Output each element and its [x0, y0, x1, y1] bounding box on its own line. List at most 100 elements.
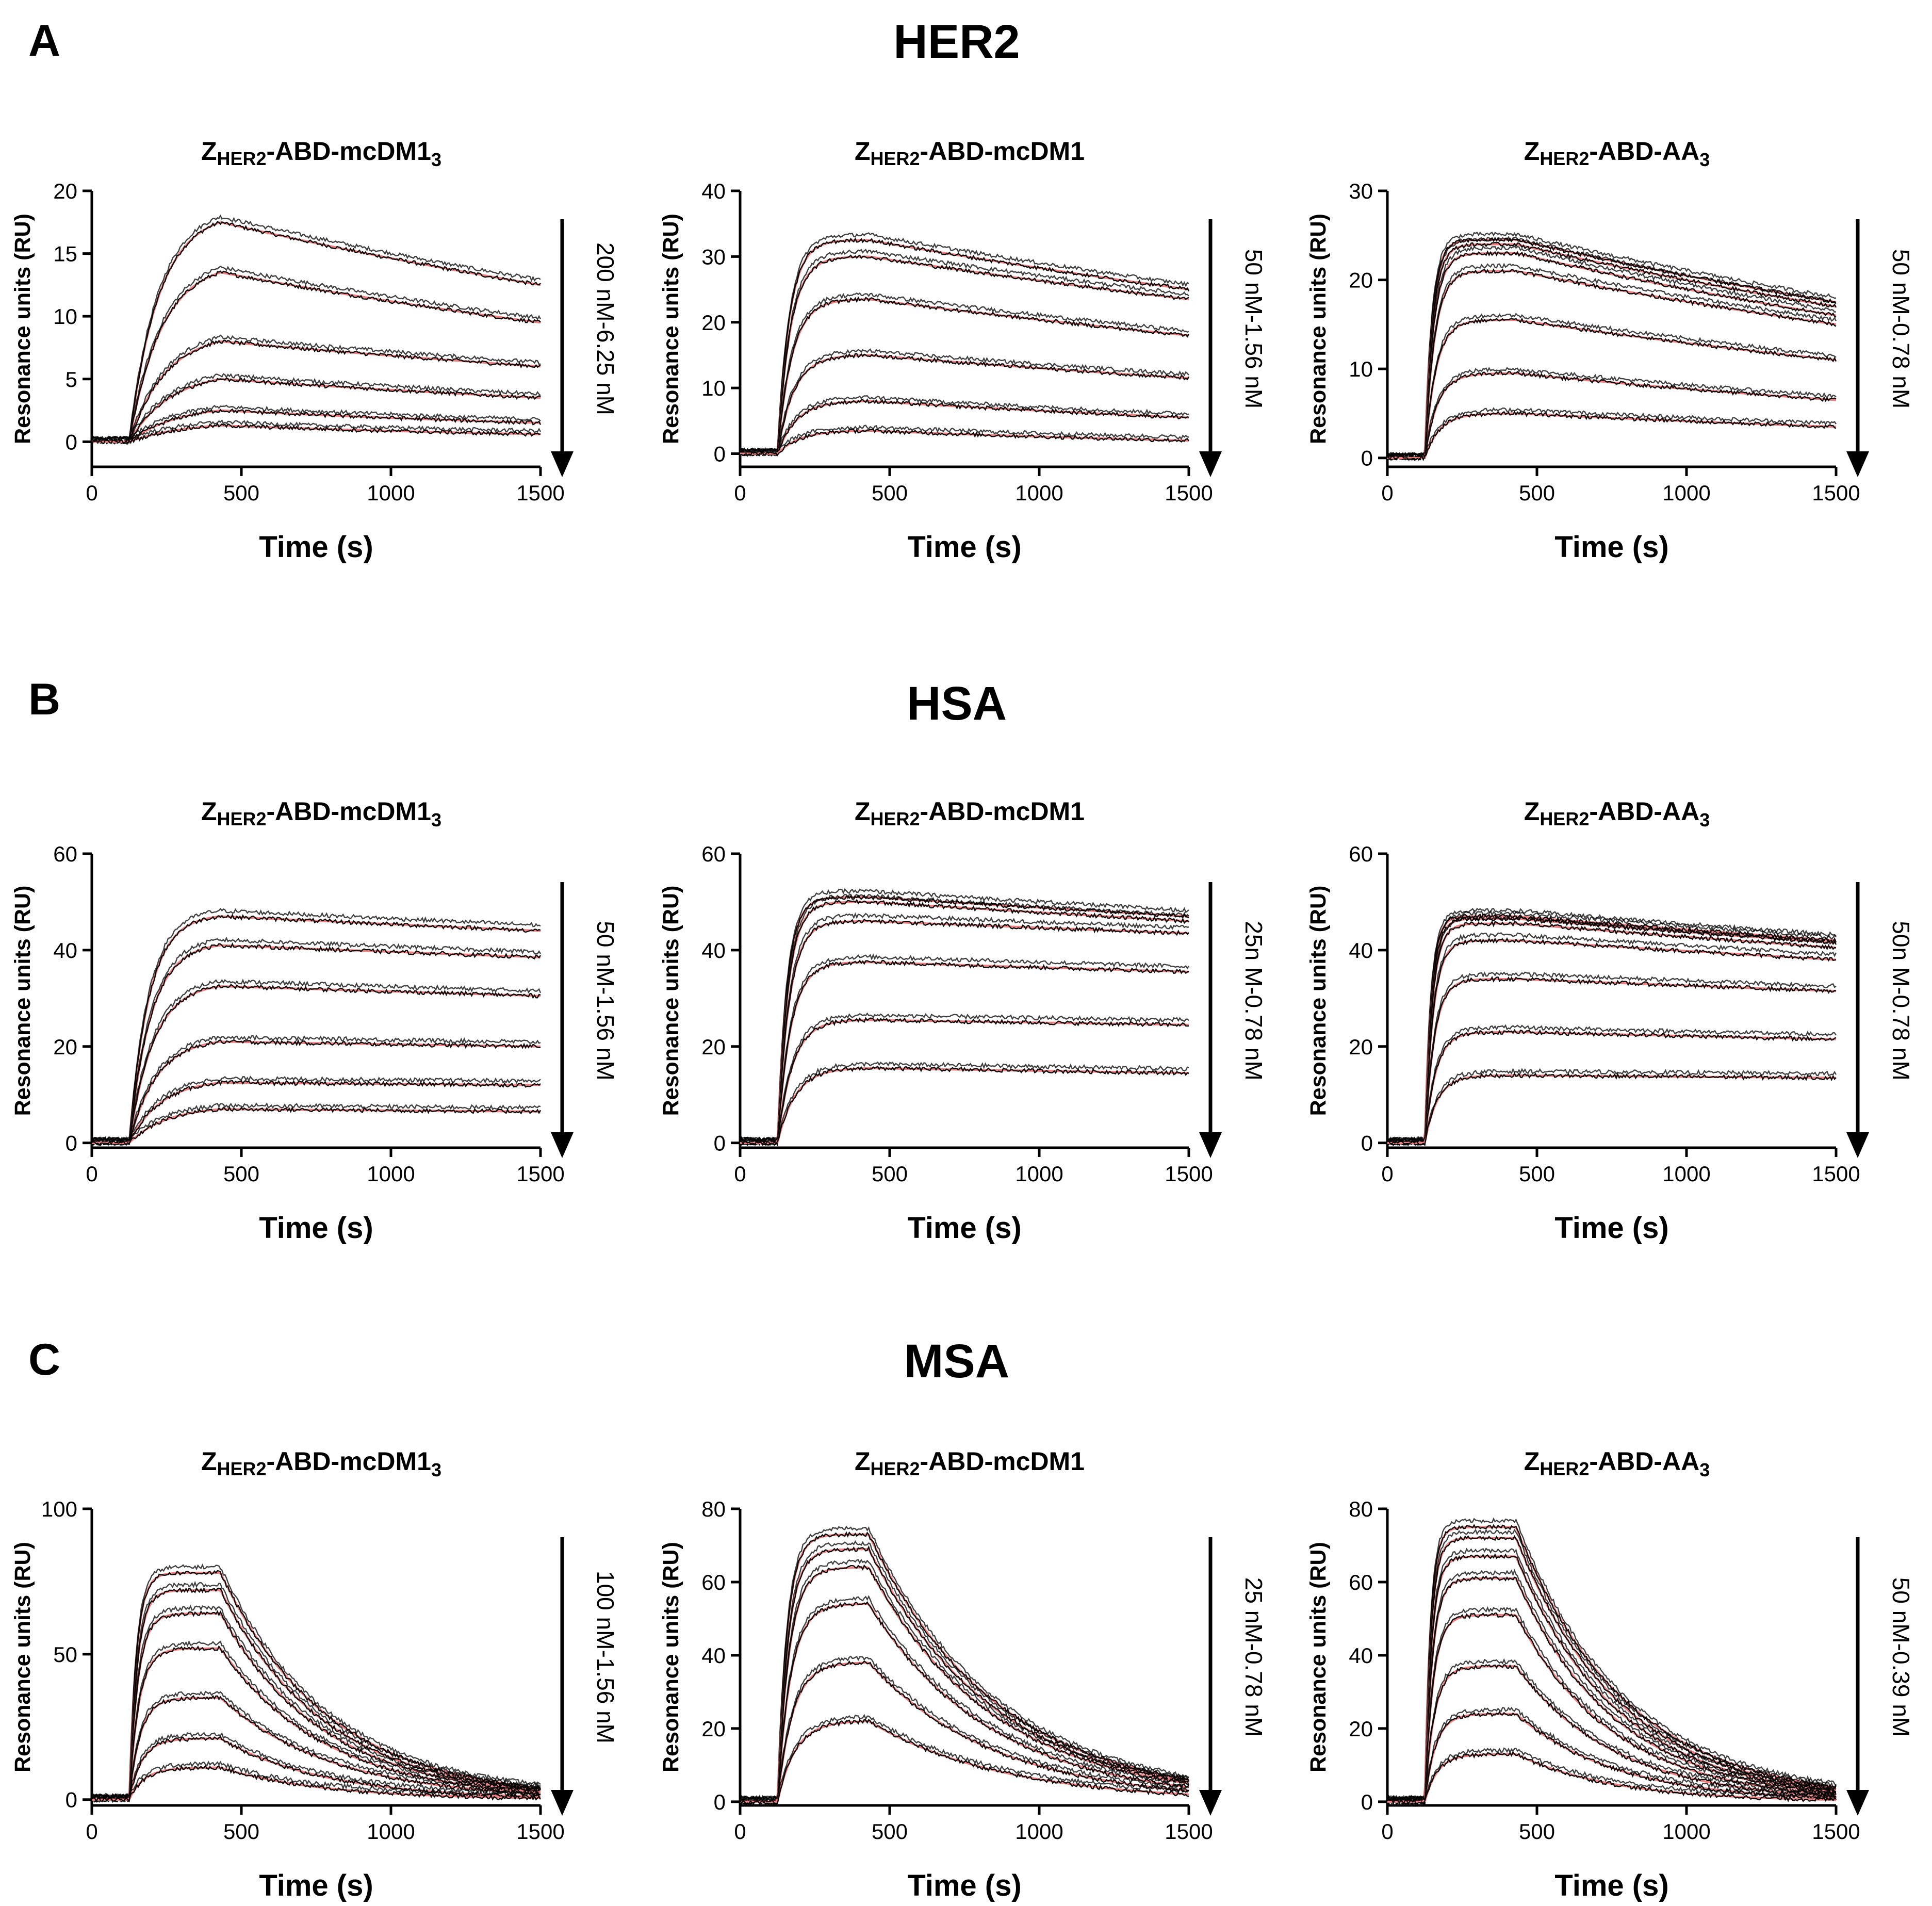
chart-panel-r1-c0: ZHER2-ABD-mcDM13 0 20 40 60 0 500 1000 1500 Time …: [10, 797, 619, 1245]
subtitle-subscript: HER2: [1540, 148, 1589, 169]
concentration-label: 25n M-0.78 nM: [1240, 921, 1267, 1080]
measured-curve: [91, 334, 541, 442]
fit-curve: [92, 1108, 541, 1144]
y-tick-label: 40: [1349, 1643, 1373, 1668]
fit-curve: [1387, 1526, 1837, 1803]
x-tick-label: 500: [223, 481, 259, 505]
measured-curve: [91, 1695, 541, 1803]
y-tick-label: 100: [41, 1497, 77, 1521]
subtitle-name: -ABD-mcDM1: [267, 137, 431, 166]
x-axis-label: Time (s): [1554, 1211, 1668, 1245]
y-tick-label: 20: [53, 179, 77, 203]
x-axis-label: Time (s): [907, 530, 1021, 564]
subtitle-name: -ABD-AA: [1589, 797, 1699, 826]
measured-curve: [740, 1065, 1189, 1146]
y-tick-label: 0: [1361, 446, 1373, 470]
measured-curve: [740, 425, 1189, 454]
measured-curve: [740, 428, 1189, 457]
panel-letter-c: C: [28, 1335, 60, 1384]
x-tick-label: 1500: [1165, 1162, 1213, 1186]
measured-curve: [91, 221, 541, 445]
x-tick-label: 1500: [1812, 1819, 1860, 1844]
fit-curve: [1387, 270, 1837, 459]
measured-curve: [1387, 932, 1837, 1143]
concentration-arrow-head: [1199, 451, 1222, 477]
measured-curve: [1387, 410, 1837, 462]
measured-curve: [1387, 237, 1837, 461]
measured-curve: [1387, 1569, 1837, 1801]
y-tick-label: 10: [1349, 357, 1373, 381]
fit-curve: [740, 961, 1189, 1144]
y-axis-label: Resonance units (RU): [1306, 886, 1331, 1116]
measured-curve: [91, 1563, 541, 1799]
chart-subtitle: ZHER2-ABD-AA3: [1524, 1447, 1710, 1480]
y-tick-label: 0: [714, 1790, 726, 1814]
x-axis-label: Time (s): [259, 1869, 373, 1902]
row-title-msa: MSA: [904, 1335, 1009, 1388]
subtitle-name: -ABD-mcDM1: [267, 1447, 431, 1476]
measured-curve: [1387, 1747, 1837, 1801]
measured-curve: [1387, 975, 1837, 1147]
measured-curve: [740, 249, 1189, 453]
measured-curve: [740, 888, 1189, 1143]
x-tick-label: 1000: [367, 481, 415, 505]
measured-curve: [1387, 1606, 1836, 1802]
row-title-her2: HER2: [893, 15, 1020, 68]
measured-curve: [91, 266, 542, 442]
measured-curve: [91, 984, 541, 1146]
x-axis-label: Time (s): [259, 1211, 373, 1245]
subtitle-subscript: HER2: [217, 1458, 267, 1479]
measured-curve: [1386, 907, 1837, 1143]
measured-curve: [740, 1558, 1189, 1802]
subtitle-prefix: Z: [201, 137, 217, 166]
y-axis-label: Resonance units (RU): [10, 886, 35, 1116]
x-tick-label: 1500: [516, 1819, 564, 1844]
subtitle-suffix: 3: [431, 149, 441, 170]
chart-subtitle: ZHER2-ABD-mcDM13: [201, 1447, 441, 1480]
x-tick-label: 1500: [1812, 1162, 1860, 1186]
chart-panel-r2-c1: ZHER2-ABD-mcDM1 0 20 40 60 80 0 500 1000 1500 Time…: [659, 1447, 1267, 1902]
panel-letter-a: A: [28, 16, 60, 66]
measured-curve: [1387, 1072, 1837, 1146]
y-tick-label: 0: [66, 1131, 77, 1155]
y-tick-label: 0: [66, 430, 77, 454]
x-tick-label: 0: [734, 1819, 746, 1844]
x-tick-label: 500: [1519, 481, 1555, 505]
y-tick-label: 80: [701, 1497, 726, 1521]
x-tick-label: 500: [223, 1819, 259, 1844]
x-tick-label: 500: [872, 1162, 908, 1186]
measured-curve: [740, 1655, 1189, 1801]
panel-letter-b: B: [28, 675, 60, 724]
chart-panel-r0-c0: ZHER2-ABD-mcDM13 0 5 10 15 20 0 500 1000 1500 Time…: [10, 137, 619, 564]
measured-curve: [739, 899, 1189, 1146]
y-tick-label: 20: [1349, 1717, 1373, 1741]
subtitle-prefix: Z: [1524, 137, 1540, 166]
concentration-label: 200 nM-6.25 nM: [592, 242, 619, 415]
y-tick-label: 10: [701, 376, 726, 400]
y-tick-label: 5: [66, 367, 77, 392]
measured-curve: [91, 408, 542, 445]
measured-curve: [1387, 913, 1837, 1147]
measured-curve: [1387, 915, 1837, 1143]
measured-curve: [91, 1761, 541, 1800]
measured-curve: [1387, 1547, 1837, 1801]
measured-curve: [91, 1610, 541, 1803]
measured-curve: [740, 1012, 1189, 1143]
y-tick-label: 60: [1349, 842, 1373, 866]
measured-curve: [91, 1581, 541, 1799]
measured-curve: [91, 1039, 541, 1146]
measured-curve: [1387, 971, 1837, 1143]
measured-curve: [740, 1601, 1189, 1805]
concentration-label: 50 nM-1.56 nM: [1240, 249, 1267, 409]
y-axis-label: Resonance units (RU): [1306, 1542, 1331, 1772]
y-tick-label: 60: [1349, 1570, 1373, 1594]
chart-subtitle: ZHER2-ABD-AA3: [1524, 137, 1710, 170]
concentration-arrow-head: [1846, 451, 1869, 477]
y-axis-label: Resonance units (RU): [1306, 214, 1331, 444]
fit-curve: [1387, 1031, 1837, 1144]
x-tick-label: 500: [1519, 1162, 1555, 1186]
y-tick-label: 20: [1349, 1035, 1373, 1059]
measured-curve: [1387, 313, 1837, 458]
